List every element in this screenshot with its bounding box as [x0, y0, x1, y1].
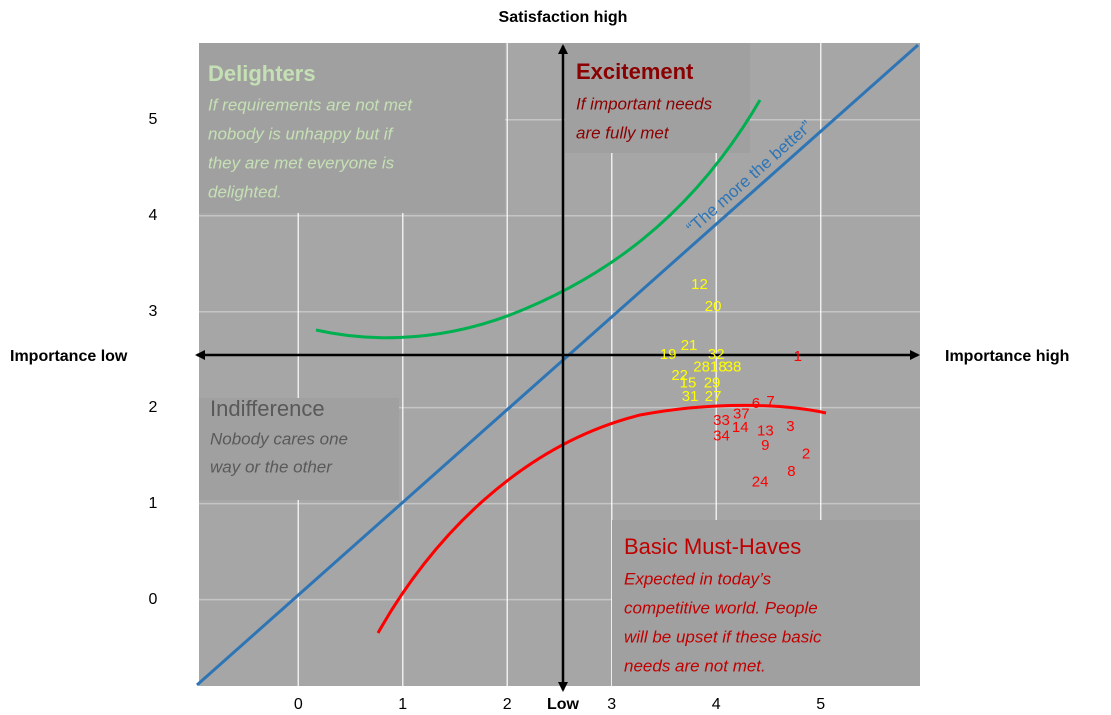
data-point: 34 [713, 427, 730, 444]
data-point: 3 [786, 418, 794, 435]
data-point: 21 [681, 337, 698, 354]
y-tick-label: 3 [149, 303, 158, 320]
data-point: 27 [705, 388, 722, 405]
quadrant-box [612, 520, 920, 686]
data-point: 24 [752, 474, 769, 491]
data-point: 8 [787, 463, 795, 480]
data-point: 33 [713, 412, 730, 429]
data-point: 6 [752, 395, 760, 412]
quadrant-description: Nobody cares one [210, 429, 348, 448]
data-point: 9 [761, 437, 769, 454]
data-point: 32 [708, 346, 725, 363]
quadrant-description: will be upset if these basic [624, 627, 822, 646]
must-have-curve [376, 403, 827, 634]
data-point: 31 [682, 388, 699, 405]
data-point: 7 [766, 393, 774, 410]
data-point: 2 [802, 446, 810, 463]
x-tick-label: 0 [294, 696, 303, 713]
quadrant-description: way or the other [210, 457, 333, 476]
y-tick-label: 5 [149, 111, 158, 128]
diagonal-line [196, 43, 919, 687]
axis-label-bottom: Low [547, 696, 580, 713]
quadrant-description: they are met everyone is [208, 153, 395, 172]
quadrant-title: Delighters [208, 61, 316, 86]
quadrant-description: are fully met [576, 123, 670, 142]
data-point: 22 [671, 367, 688, 384]
quadrant-description: If requirements are not met [208, 95, 413, 114]
data-point: 14 [732, 419, 749, 436]
x-tick-label: 3 [607, 696, 616, 713]
quadrant-description: needs are not met. [624, 656, 766, 675]
y-tick-label: 1 [149, 495, 158, 512]
axis-label-top: Satisfaction high [499, 9, 628, 26]
data-point: 18 [710, 358, 727, 375]
data-point: 29 [704, 375, 721, 392]
data-point: 38 [725, 358, 742, 375]
y-tick-label: 4 [149, 207, 158, 224]
quadrant-title: Indifference [210, 396, 325, 421]
data-point: 1 [794, 348, 802, 365]
data-point: 28 [693, 358, 710, 375]
data-point: 13 [757, 423, 774, 440]
data-point: 19 [660, 346, 677, 363]
quadrant-description: If important needs [576, 94, 713, 113]
x-tick-label: 5 [816, 696, 825, 713]
x-tick-label: 1 [398, 696, 407, 713]
quadrant-box [199, 43, 505, 213]
quadrant-box [565, 43, 750, 153]
quadrant-title: Excitement [576, 59, 694, 84]
quadrant-description: competitive world. People [624, 598, 818, 617]
data-point: 20 [705, 298, 722, 315]
data-point: 12 [691, 276, 708, 293]
y-tick-label: 2 [149, 399, 158, 416]
axis-label-right: Importance high [945, 348, 1069, 365]
data-point: 37 [733, 405, 750, 422]
quadrant-description: delighted. [208, 182, 282, 201]
delighter-curve [315, 99, 762, 340]
quadrant-box [199, 398, 399, 500]
y-tick-label: 0 [149, 591, 158, 608]
quadrant-title: Basic Must-Haves [624, 534, 801, 559]
quadrant-description: nobody is unhappy but if [208, 124, 395, 143]
quadrant-description: Expected in today’s [624, 569, 772, 588]
axis-label-left: Importance low [10, 348, 128, 365]
data-point: 15 [680, 375, 697, 392]
x-tick-label: 4 [712, 696, 721, 713]
x-tick-label: 2 [503, 696, 512, 713]
